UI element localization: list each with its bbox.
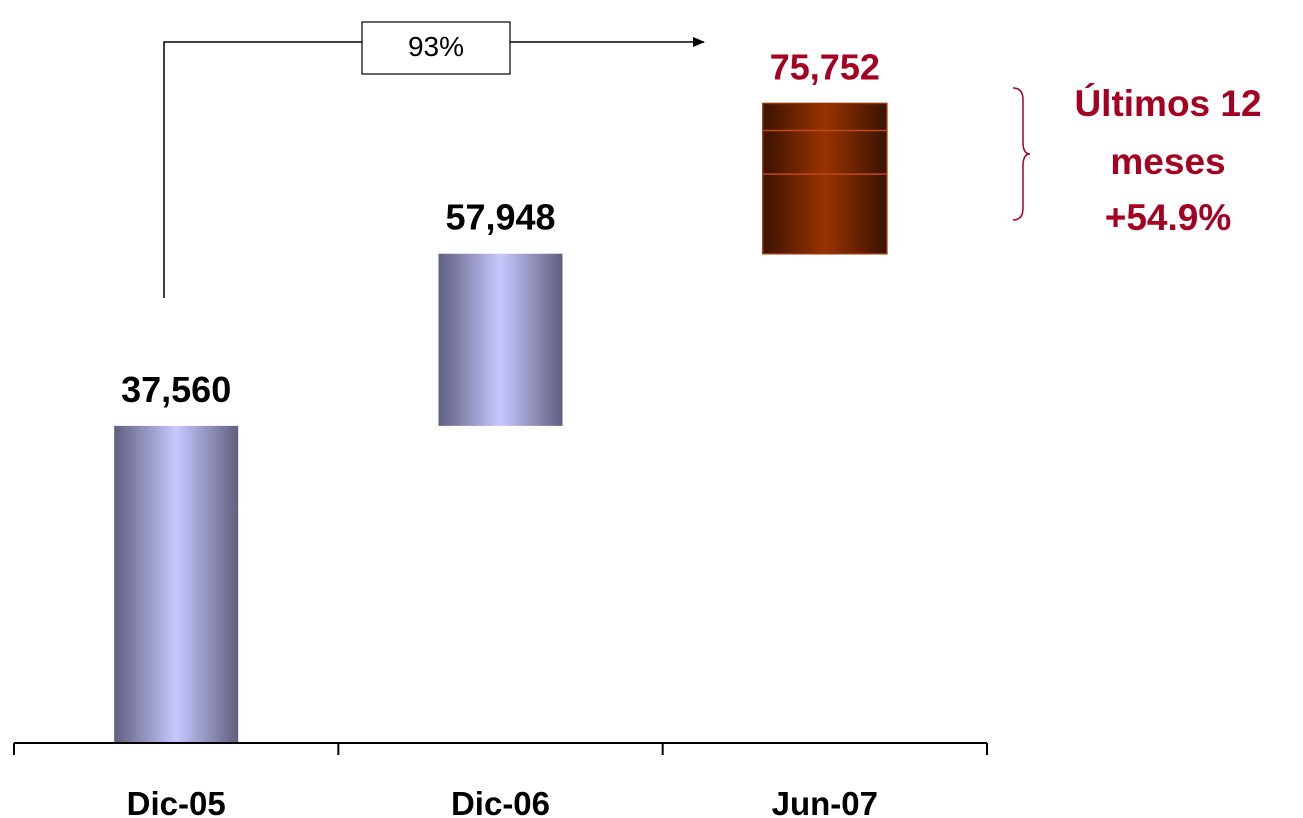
x-axis-tick-labels: Dic-05 Dic-06 Jun-07	[127, 785, 878, 818]
side-annotation-line-3: +54.9%	[1105, 197, 1232, 238]
value-label-dic-06: 57,948	[445, 197, 555, 238]
value-label-jun-07: 75,752	[770, 46, 880, 87]
value-label-dic-05: 37,560	[121, 369, 231, 410]
growth-callout-text: 93%	[408, 31, 464, 62]
growth-callout: 93%	[163, 21, 705, 298]
bar-dic-06	[438, 253, 563, 426]
value-labels-layer: 37,560 57,948 75,752	[121, 46, 880, 409]
curly-brace	[1012, 87, 1031, 221]
growth-callout-box	[361, 21, 511, 75]
bars-layer	[114, 102, 888, 743]
side-annotation-line-1: Últimos 12	[1074, 82, 1261, 124]
category-label-dic-05: Dic-05	[127, 785, 226, 818]
bar-jun-07	[762, 102, 888, 255]
category-label-jun-07: Jun-07	[772, 785, 878, 818]
x-axis: Dic-05 Dic-06 Jun-07	[13, 742, 988, 818]
category-label-dic-06: Dic-06	[451, 785, 550, 818]
bar-dic-05	[114, 425, 239, 743]
side-annotation-line-2: meses	[1110, 141, 1225, 182]
side-annotation: Últimos 12 meses +54.9%	[1012, 82, 1262, 238]
growth-connector-line	[163, 41, 362, 298]
x-axis-ticks	[13, 743, 988, 755]
